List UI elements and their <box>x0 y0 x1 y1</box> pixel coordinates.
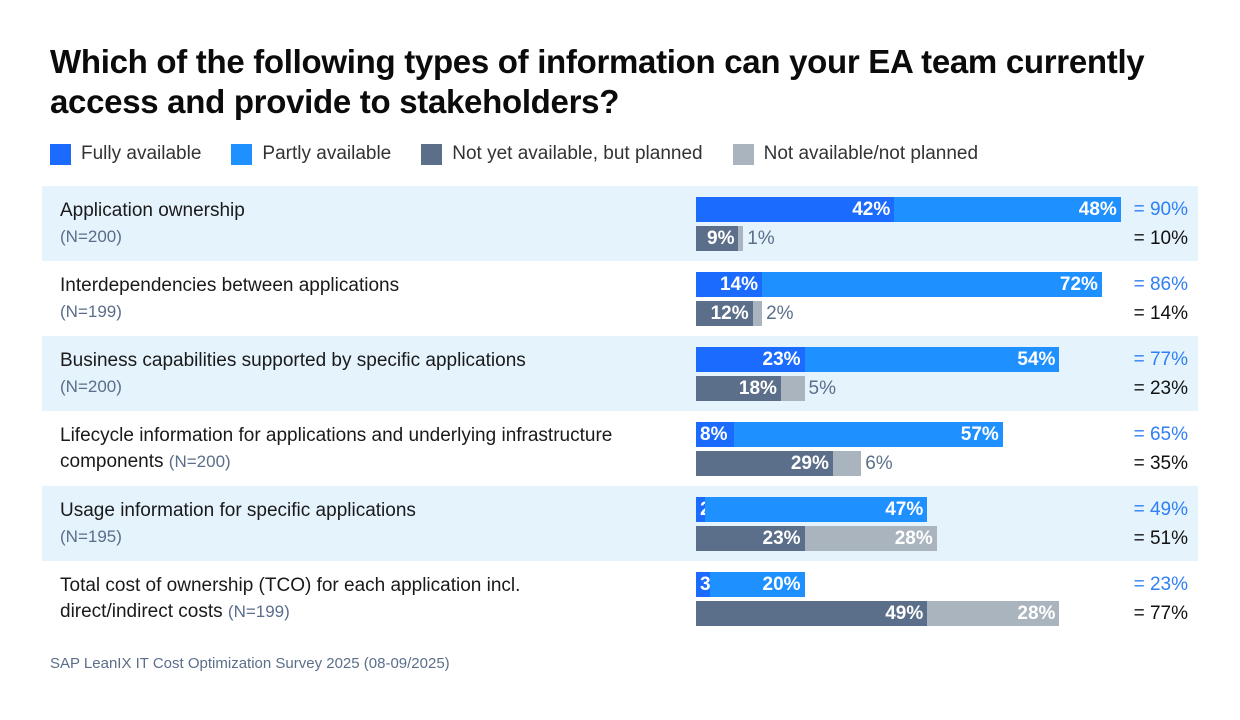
bar-segment <box>733 422 1003 447</box>
legend-item: Partly available <box>231 143 391 165</box>
bar-segment <box>696 197 895 222</box>
data-label: 12% <box>710 303 749 324</box>
sample-size: (N=199) <box>227 602 290 621</box>
data-label: 23% <box>762 528 801 549</box>
available-total: = 77% <box>1133 349 1188 370</box>
data-label: 57% <box>960 424 999 445</box>
bar-segment <box>696 422 734 447</box>
bar-segment <box>832 451 862 476</box>
bar-segment <box>696 526 805 551</box>
chart-title: Which of the following types of informat… <box>50 43 1145 120</box>
bar-segment <box>696 601 928 626</box>
available-total: = 65% <box>1133 424 1188 445</box>
not-available-total: = 35% <box>1133 453 1188 474</box>
legend-swatch <box>732 143 754 165</box>
data-label: 23% <box>762 349 801 370</box>
legend: Fully available Partly available Not yet a… <box>50 143 978 165</box>
bar-segment <box>738 226 744 251</box>
legend-item: Not yet available, but planned <box>421 143 703 165</box>
chart-row: Business capabilities supported by speci… <box>42 336 1198 411</box>
data-label: 42% <box>852 199 891 220</box>
category-label: Total cost of ownership (TCO) for each a… <box>60 573 620 625</box>
bar-segment <box>696 497 706 522</box>
data-label: 2% <box>766 303 794 324</box>
category-text: Application ownership <box>60 200 245 221</box>
sample-size: (N=200) <box>60 227 122 246</box>
legend-item: Fully available <box>50 143 201 165</box>
bar-segment <box>696 451 833 476</box>
not-available-total: = 23% <box>1133 378 1188 399</box>
data-label: 18% <box>738 378 777 399</box>
data-label: 6% <box>865 453 893 474</box>
not-available-total: = 51% <box>1133 528 1188 549</box>
not-available-total: = 77% <box>1133 603 1188 624</box>
data-label: 54% <box>1017 349 1056 370</box>
bar-segment <box>752 301 763 326</box>
not-available-total: = 14% <box>1133 303 1188 324</box>
bar-segment <box>696 572 711 597</box>
data-label: 28% <box>894 528 933 549</box>
available-total: = 86% <box>1133 274 1188 295</box>
data-label: 5% <box>808 378 837 399</box>
legend-label: Not yet available, but planned <box>452 143 703 164</box>
bar-segment <box>696 301 753 326</box>
bar-segment <box>804 347 1060 372</box>
category-label: Usage information for specific applicati… <box>60 498 620 550</box>
legend-swatch <box>231 143 253 165</box>
bar-segment <box>780 376 805 401</box>
data-label: 20% <box>762 574 801 595</box>
bar-segment <box>804 526 937 551</box>
legend-swatch <box>50 143 71 165</box>
bar-segment <box>710 572 805 597</box>
category-text: Usage information for specific applicati… <box>60 500 416 521</box>
bar-segment <box>696 272 763 297</box>
data-label: 49% <box>885 603 924 624</box>
bar-segment <box>762 272 1102 297</box>
not-available-total: = 10% <box>1133 228 1188 249</box>
bar-segment <box>696 347 805 372</box>
data-label: 8% <box>700 424 728 445</box>
sample-size: (N=200) <box>168 452 231 471</box>
data-label: 72% <box>1059 274 1098 295</box>
category-text: Lifecycle information for applications a… <box>60 425 613 472</box>
data-label: 14% <box>720 274 759 295</box>
category-text: Total cost of ownership (TCO) for each a… <box>60 575 521 622</box>
data-label: 29% <box>790 453 829 474</box>
bar-segment <box>894 197 1121 222</box>
category-label: Business capabilities supported by speci… <box>60 348 620 400</box>
legend-label: Fully available <box>81 143 202 164</box>
legend-label: Not available/not planned <box>763 143 979 164</box>
chart-row: Application ownership (N=200) 42% 48% = 90% 9… <box>42 186 1198 261</box>
available-total: = 90% <box>1133 199 1188 220</box>
sample-size: (N=199) <box>60 302 122 321</box>
category-text: Business capabilities supported by speci… <box>60 350 526 371</box>
legend-label: Partly available <box>262 143 392 164</box>
available-total: = 49% <box>1133 499 1188 520</box>
chart-row: Lifecycle information for applications a… <box>42 411 1198 486</box>
category-text: Interdependencies between applications <box>60 275 400 296</box>
legend-swatch <box>421 143 443 165</box>
data-label: 47% <box>885 499 924 520</box>
bar-segment <box>696 376 781 401</box>
chart-row: Total cost of ownership (TCO) for each a… <box>42 561 1198 636</box>
category-label: Application ownership (N=200) <box>60 198 620 250</box>
chart-row: Usage information for specific applicati… <box>42 486 1198 561</box>
data-label: 9% <box>707 228 735 249</box>
legend-item: Not available/not planned <box>732 143 979 165</box>
sample-size: (N=195) <box>60 527 122 546</box>
category-label: Lifecycle information for applications a… <box>60 423 620 475</box>
bar-segment <box>927 601 1060 626</box>
data-label: 28% <box>1017 603 1056 624</box>
sample-size: (N=200) <box>60 377 122 396</box>
bar-segment <box>705 497 928 522</box>
source-note: SAP LeanIX IT Cost Optimization Survey 2… <box>50 655 450 672</box>
data-label: 1% <box>747 228 775 249</box>
bar-segment <box>696 226 739 251</box>
data-label: 48% <box>1078 199 1117 220</box>
category-label: Interdependencies between applications (N… <box>60 273 620 325</box>
chart-row: Interdependencies between applications (N… <box>42 261 1198 336</box>
available-total: = 23% <box>1133 574 1188 595</box>
